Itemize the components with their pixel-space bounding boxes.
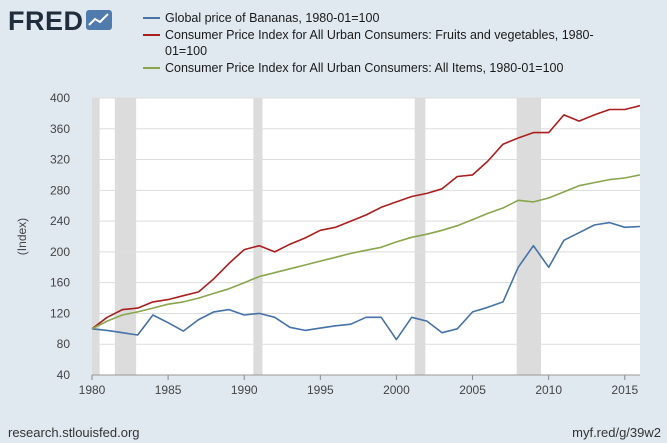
legend: Global price of Bananas, 1980-01=100 Con… bbox=[143, 10, 653, 77]
y-tick-label-240: 240 bbox=[50, 214, 70, 228]
x-tick-label-2000: 2000 bbox=[383, 383, 410, 397]
x-tick-label-1980: 1980 bbox=[79, 383, 106, 397]
legend-swatch-cpi-all bbox=[143, 67, 160, 69]
legend-label-fruits: Consumer Price Index for All Urban Consu… bbox=[165, 28, 594, 42]
recession-band-0 bbox=[92, 98, 100, 375]
y-tick-label-200: 200 bbox=[50, 245, 70, 259]
legend-label-bananas: Global price of Bananas, 1980-01=100 bbox=[165, 11, 380, 25]
y-tick-label-360: 360 bbox=[50, 122, 70, 136]
legend-label-cpi-all: Consumer Price Index for All Urban Consu… bbox=[165, 61, 564, 75]
recession-band-1 bbox=[114, 98, 137, 375]
source-link[interactable]: research.stlouisfed.org bbox=[8, 425, 140, 440]
series-line-fruits bbox=[91, 104, 641, 330]
y-tick-label-400: 400 bbox=[50, 91, 70, 105]
recession-band-3 bbox=[414, 98, 426, 375]
line-chart-icon bbox=[86, 10, 112, 30]
x-tick-label-2005: 2005 bbox=[459, 383, 486, 397]
y-tick-label-120: 120 bbox=[50, 306, 70, 320]
x-tick-label-2015: 2015 bbox=[611, 383, 638, 397]
fred-logo[interactable]: FRED bbox=[8, 6, 84, 36]
y-tick-label-280: 280 bbox=[50, 183, 70, 197]
y-tick-label-320: 320 bbox=[50, 153, 70, 167]
legend-item-bananas: Global price of Bananas, 1980-01=100 bbox=[143, 10, 653, 26]
plot-background bbox=[92, 98, 640, 375]
x-tick-label-1995: 1995 bbox=[307, 383, 334, 397]
legend-item-fruits: Consumer Price Index for All Urban Consu… bbox=[143, 27, 653, 59]
legend-item-cpi-all: Consumer Price Index for All Urban Consu… bbox=[143, 60, 653, 76]
series-line-bananas bbox=[91, 221, 641, 341]
y-tick-label-80: 80 bbox=[57, 337, 71, 351]
x-tick-label-1990: 1990 bbox=[231, 383, 258, 397]
x-tick-label-1985: 1985 bbox=[155, 383, 182, 397]
y-axis-label: (Index) bbox=[15, 218, 29, 255]
recession-band-4 bbox=[516, 98, 542, 375]
y-tick-label-160: 160 bbox=[50, 276, 70, 290]
legend-swatch-fruits bbox=[143, 34, 160, 36]
recession-band-2 bbox=[253, 98, 263, 375]
series-line-cpi-all bbox=[91, 174, 641, 330]
y-tick-label-40: 40 bbox=[57, 368, 71, 382]
legend-swatch-bananas bbox=[143, 17, 160, 19]
legend-label-fruits-line2: 01=100 bbox=[165, 44, 208, 58]
x-tick-label-2010: 2010 bbox=[535, 383, 562, 397]
short-url-link[interactable]: myf.red/g/39w2 bbox=[572, 425, 661, 440]
